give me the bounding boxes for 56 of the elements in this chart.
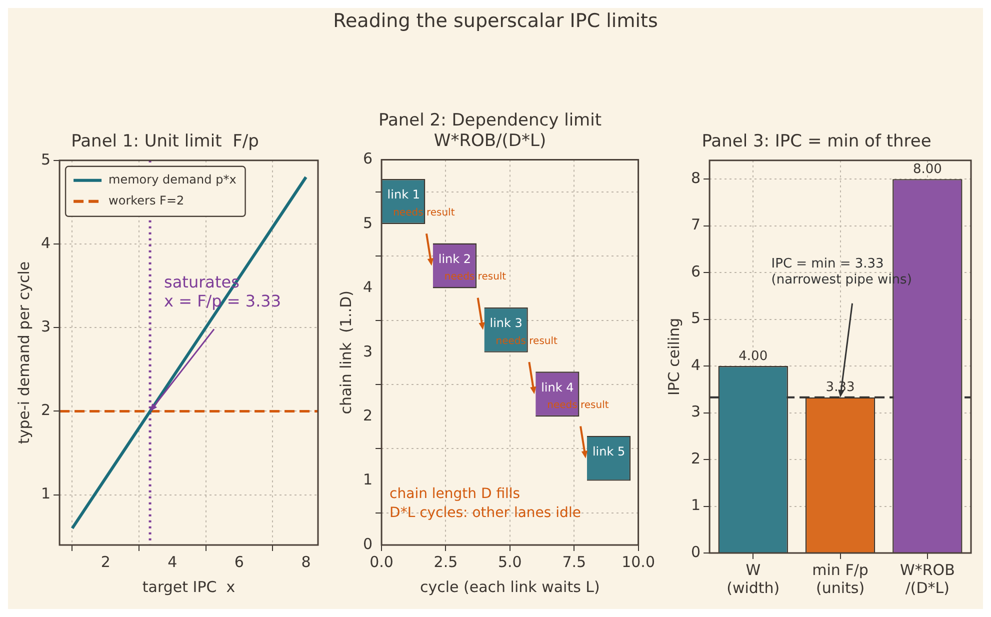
y-tick-label: 4	[40, 234, 51, 252]
annotation: needs result	[393, 207, 455, 218]
data-label: link 4	[541, 380, 574, 394]
annotation: needs result	[444, 272, 506, 283]
legend-label: memory demand p*x	[108, 172, 236, 187]
y-tick-label: 5	[690, 309, 701, 328]
y-tick-label: 3	[690, 402, 701, 421]
data-label: link 5	[592, 444, 626, 458]
x-tick-label: 7.5	[562, 552, 586, 571]
annotation: needs result	[496, 336, 558, 347]
annotation: needs result	[547, 400, 609, 411]
x-tick-label: W (width)	[726, 560, 780, 597]
data-label: link 3	[490, 316, 522, 330]
y-tick-label: 6	[362, 150, 373, 168]
legend-label: workers F=2	[108, 194, 184, 208]
data-label: 4.00	[738, 348, 768, 364]
y-tick-label: 7	[690, 216, 701, 234]
x-tick-label: 10.0	[622, 552, 656, 571]
chart-title: Panel 1: Unit limit F/p	[71, 132, 259, 152]
y-tick-label: 5	[362, 214, 373, 232]
y-tick-label: 2	[40, 401, 51, 420]
y-tick-label: 8	[690, 168, 701, 187]
x-tick-label: 4	[168, 552, 178, 571]
y-tick-label: 5	[40, 150, 51, 168]
data-label: 8.00	[912, 162, 942, 177]
x-tick-label: 8	[301, 552, 311, 571]
x-tick-label: W*ROB /(D*L)	[900, 560, 955, 597]
y-axis-title: IPC ceiling	[664, 318, 683, 396]
x-axis-title: cycle (each link waits L)	[420, 578, 600, 596]
y-tick-label: 4	[690, 356, 701, 374]
y-axis-title: chain link (1..D)	[336, 290, 355, 414]
x-tick-label: 2	[100, 552, 110, 571]
y-tick-label: 3	[40, 318, 51, 336]
x-tick-label: 5.0	[498, 552, 522, 571]
y-tick-label: 2	[362, 406, 373, 424]
x-tick-label: 2.5	[434, 552, 458, 571]
y-tick-label: 6	[690, 262, 701, 280]
y-axis-title: type-i demand per cycle	[14, 261, 33, 444]
x-tick-label: 0.0	[370, 552, 394, 571]
y-tick-label: 0	[690, 542, 701, 561]
chart-title: Panel 2: Dependency limit W*ROB/(D*L)	[378, 110, 602, 152]
y-tick-label: 1	[40, 484, 51, 503]
y-tick-label: 0	[362, 534, 373, 553]
y-tick-label: 4	[362, 278, 373, 296]
y-tick-label: 1	[690, 496, 701, 514]
y-tick-label: 1	[362, 470, 373, 489]
x-tick-label: min F/p (units)	[812, 560, 868, 597]
x-tick-label: 6	[234, 552, 244, 571]
chart-title: Panel 3: IPC = min of three	[702, 132, 932, 152]
text: Reading the superscalar IPC limits	[332, 10, 659, 32]
y-tick-label: 2	[690, 449, 701, 468]
x-axis-title: target IPC x	[142, 578, 236, 596]
data-label: link 1	[387, 188, 420, 202]
y-tick-label: 3	[362, 342, 373, 360]
annotation: chain length D fills D*L cycles: other lanes idle	[390, 486, 581, 521]
data-label: link 2	[438, 252, 472, 266]
